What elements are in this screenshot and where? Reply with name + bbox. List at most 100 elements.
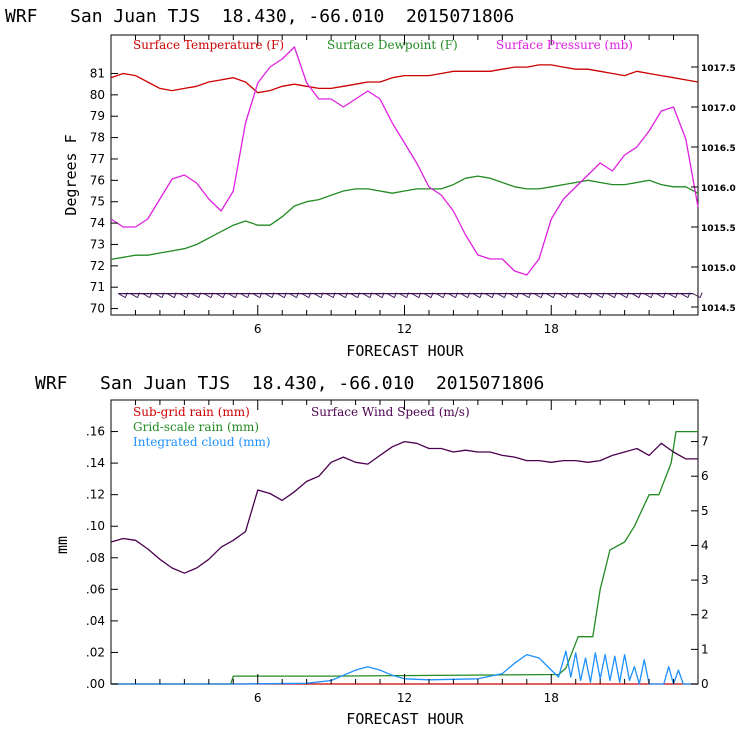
x-tick-label: 12 <box>397 691 412 705</box>
wind-barb <box>350 293 358 299</box>
wind-barb-flag <box>308 292 312 298</box>
meteogram-temperature-panel: WRF San Juan TJS 18.430, -66.010 2015071… <box>5 6 736 360</box>
wind-barb-flag <box>540 292 544 298</box>
y2-tick-label: 1016.5 <box>701 144 736 154</box>
y-tick-label: 71 <box>90 280 105 294</box>
x-tick-label: 6 <box>254 322 262 336</box>
wind-barb-flag <box>614 292 617 298</box>
wind-barb <box>643 293 652 299</box>
wind-barb <box>631 293 640 299</box>
wind-barb <box>521 293 530 299</box>
wind-barb-flag <box>210 292 214 298</box>
wind-barb <box>509 293 517 299</box>
wind-barb-flag <box>124 292 128 298</box>
wind-barb-flag <box>198 292 202 298</box>
legend-gridscale-rain: Grid-scale rain (mm) <box>133 420 259 434</box>
wind-barb-flag <box>430 292 434 298</box>
wind-barb-flag <box>296 292 300 298</box>
wind-barb-flag <box>222 292 226 298</box>
wind-barb <box>607 293 615 299</box>
legend-integrated-cloud: Integrated cloud (mm) <box>133 435 271 449</box>
wind-barb-flag <box>332 292 336 298</box>
wind-barb-flag <box>418 292 422 298</box>
wind-barb-flag <box>357 292 361 298</box>
wind-barb-flag <box>552 292 556 298</box>
series-line-integrated-cloud <box>111 650 698 685</box>
wind-barb-flag <box>479 292 483 298</box>
wind-barb <box>460 293 469 299</box>
series-line-temperature <box>110 64 699 94</box>
x-tick-label: 18 <box>544 322 559 336</box>
legend-pressure: Surface Pressure (mb) <box>496 38 633 52</box>
wind-barb-flag <box>161 292 165 298</box>
series-line-gridscale-rain <box>111 430 698 685</box>
y-tick-label: 78 <box>90 131 105 145</box>
wind-barb <box>313 293 322 299</box>
y2-tick-label: 4 <box>701 538 709 552</box>
wind-barb-flag <box>442 292 446 298</box>
wind-barb <box>484 293 493 299</box>
y2-tick-label: 5 <box>701 504 709 518</box>
y2-tick-label: 1015.0 <box>701 264 736 274</box>
y-tick-label: .00 <box>86 677 105 691</box>
wind-barb <box>680 293 689 299</box>
wind-barb-flag <box>234 292 238 298</box>
y2-tick-label: 1015.5 <box>701 224 736 234</box>
x-axis-label: FORECAST HOUR <box>346 710 464 728</box>
wind-barb-flag <box>137 292 141 298</box>
wind-barb-flag <box>271 292 275 298</box>
y-tick-label: .06 <box>86 582 105 596</box>
y2-tick-label: 1 <box>701 642 709 656</box>
wind-barb <box>692 293 701 299</box>
y-tick-label: 77 <box>90 152 105 166</box>
y-tick-label: 79 <box>90 109 105 123</box>
wind-barb <box>387 293 395 299</box>
panel-title: WRF San Juan TJS 18.430, -66.010 2015071… <box>5 6 514 27</box>
wind-barb <box>533 293 542 299</box>
wind-barb-flag <box>601 292 605 298</box>
wind-barb <box>546 293 554 299</box>
wind-barb-flag <box>259 292 263 298</box>
y-tick-label: 81 <box>90 66 105 80</box>
plot-frame <box>110 34 699 316</box>
wind-barb <box>142 293 151 299</box>
wind-barb <box>362 293 371 299</box>
wind-barb-flag <box>173 292 177 298</box>
y-tick-label: 72 <box>90 259 105 273</box>
wind-barb <box>191 293 199 299</box>
y-tick-label: .16 <box>86 425 105 439</box>
wind-barb-flag <box>577 292 581 298</box>
wind-barb-flag <box>186 292 189 298</box>
wind-barb-flag <box>516 292 520 298</box>
y2-tick-label: 3 <box>701 573 709 587</box>
series-line-pressure <box>110 46 699 276</box>
y-axis-label: mm <box>53 536 71 554</box>
y-tick-label: .04 <box>86 614 105 628</box>
wind-barb <box>423 293 432 299</box>
y2-tick-label: 0 <box>701 677 709 691</box>
wind-barb-flag <box>247 292 251 298</box>
wind-barb <box>436 293 444 299</box>
wind-barb <box>374 293 383 299</box>
wind-barb-flag <box>455 292 458 298</box>
series-line-dewpoint <box>110 175 699 261</box>
panel-title: WRF San Juan TJS 18.430, -66.010 2015071… <box>35 373 544 394</box>
y-tick-label: .08 <box>86 551 105 565</box>
wind-barb-flag <box>283 292 287 298</box>
wind-barb-flag <box>662 292 666 298</box>
wind-barb <box>570 293 579 299</box>
wind-barb-flag <box>491 292 495 298</box>
wind-barb <box>289 293 297 299</box>
legend-subgrid-rain: Sub-grid rain (mm) <box>133 405 250 419</box>
wind-barb-flag <box>675 292 679 298</box>
wind-barb <box>301 293 310 299</box>
legend-temperature: Surface Temperature (F) <box>133 38 284 52</box>
wind-barb <box>582 293 591 299</box>
y2-tick-label: 1014.5 <box>701 304 736 314</box>
y2-tick-label: 2 <box>701 608 709 622</box>
wind-barb <box>338 293 346 299</box>
wind-barb <box>215 293 224 299</box>
wind-barb <box>497 293 505 299</box>
y-tick-label: .12 <box>86 488 105 502</box>
